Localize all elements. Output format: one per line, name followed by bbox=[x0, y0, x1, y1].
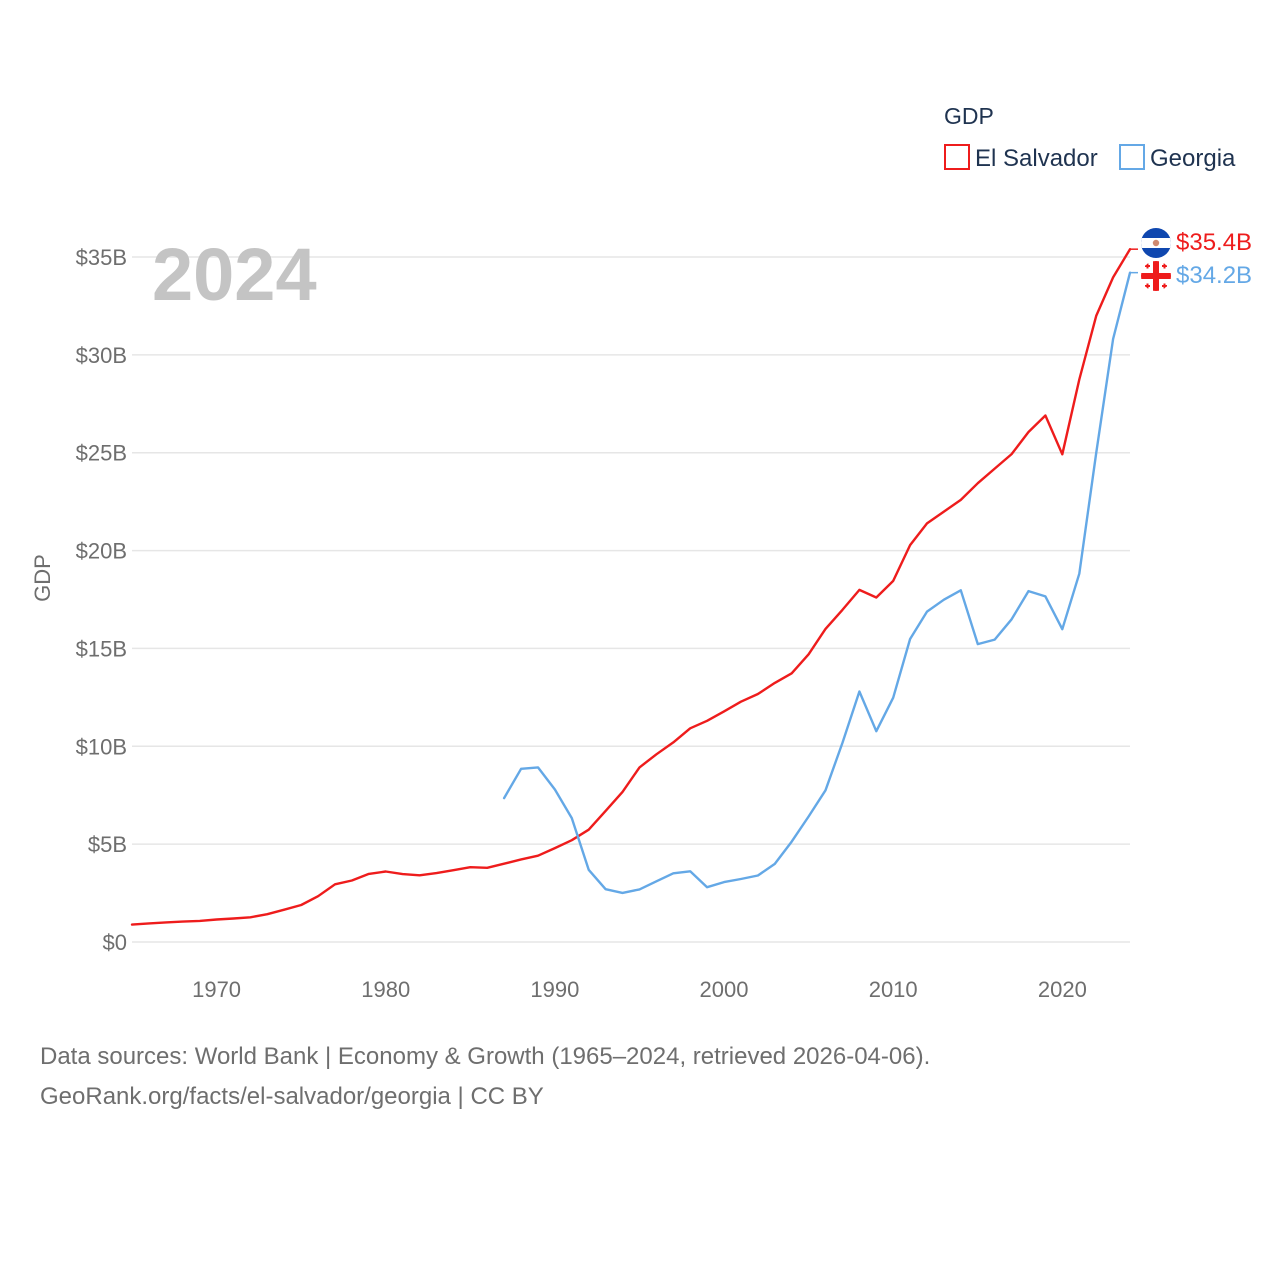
x-tick-label: 1970 bbox=[192, 977, 241, 1002]
y-tick-label: $5B bbox=[88, 832, 127, 857]
y-tick-label: $30B bbox=[76, 343, 127, 368]
series-lines bbox=[130, 247, 1138, 926]
series-line-georgia bbox=[502, 271, 1132, 895]
y-tick-label: $10B bbox=[76, 734, 127, 759]
y-tick-label: $15B bbox=[76, 636, 127, 661]
y-axis-ticks: $0 $5B $10B $15B $20B $25B $30B $35B bbox=[76, 245, 127, 955]
x-tick-label: 1990 bbox=[530, 977, 579, 1002]
legend-title: GDP bbox=[944, 103, 994, 129]
y-tick-label: $20B bbox=[76, 539, 127, 564]
legend-label-el-salvador[interactable]: El Salvador bbox=[975, 145, 1098, 172]
source-attribution: Data sources: World Bank | Economy & Gro… bbox=[40, 1043, 931, 1070]
georgia-end-value-label: $34.2B bbox=[1176, 262, 1252, 289]
grid-lines bbox=[132, 256, 1130, 943]
source-url-license: GeoRank.org/facts/el-salvador/georgia | … bbox=[40, 1083, 544, 1110]
y-tick-label: $25B bbox=[76, 441, 127, 466]
y-tick-label: $0 bbox=[103, 930, 127, 955]
x-tick-label: 2000 bbox=[700, 977, 749, 1002]
y-tick-label: $35B bbox=[76, 245, 127, 270]
series-line-el-salvador bbox=[130, 247, 1132, 926]
legend-swatch-georgia[interactable] bbox=[1119, 144, 1145, 170]
current-year-watermark: 2024 bbox=[152, 233, 317, 316]
el-salvador-flag-icon bbox=[1141, 228, 1171, 258]
x-tick-label: 1980 bbox=[361, 977, 410, 1002]
y-axis-title: GDP bbox=[30, 554, 55, 602]
legend-swatch-el-salvador[interactable] bbox=[944, 144, 970, 170]
legend-label-georgia[interactable]: Georgia bbox=[1150, 145, 1236, 172]
el-salvador-end-value-label: $35.4B bbox=[1176, 229, 1252, 256]
legend: GDP El Salvador Georgia bbox=[944, 103, 1236, 172]
georgia-flag-icon bbox=[1141, 261, 1171, 291]
x-tick-label: 2020 bbox=[1038, 977, 1087, 1002]
x-tick-label: 2010 bbox=[869, 977, 918, 1002]
x-axis-ticks: 1970 1980 1990 2000 2010 2020 bbox=[192, 977, 1087, 1002]
